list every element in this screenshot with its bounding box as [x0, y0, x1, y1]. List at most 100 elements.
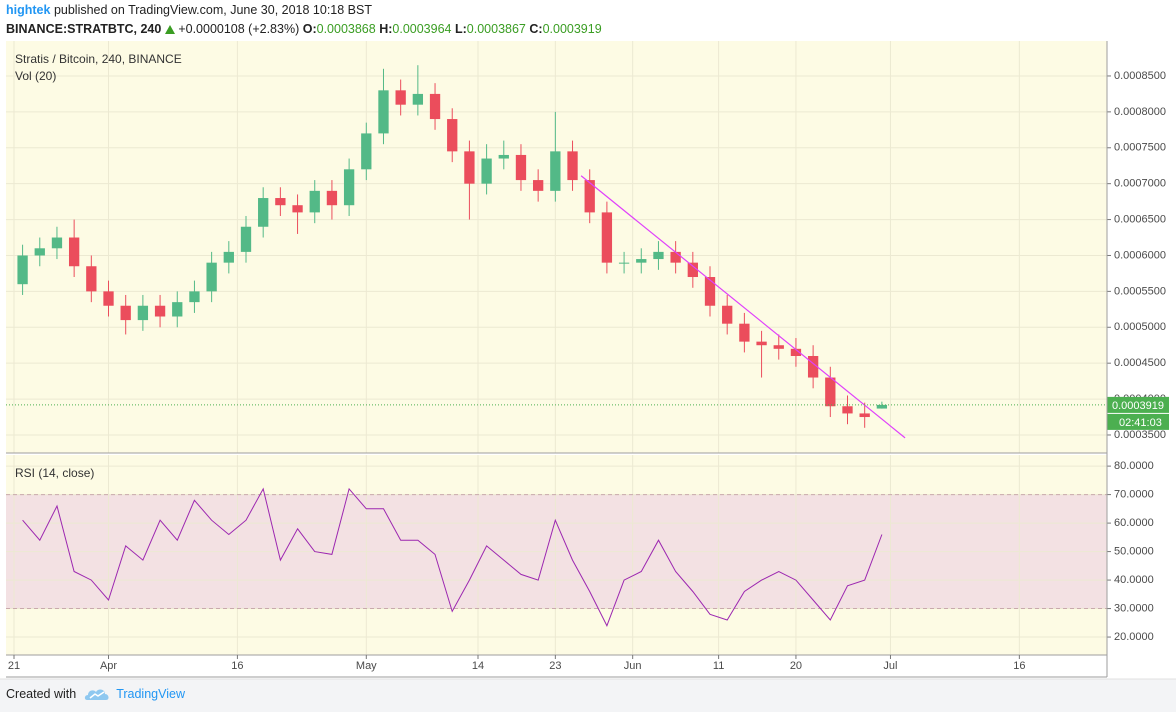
open-label: O: [302, 22, 317, 36]
candle-body [447, 119, 458, 152]
candle-body [687, 262, 698, 278]
countdown-label: 02:41:03 [1119, 417, 1162, 429]
candle-body [137, 305, 149, 321]
candle-body [86, 266, 97, 292]
candle-body [515, 154, 527, 181]
publish-line: hightek published on TradingView.com, Ju… [6, 3, 372, 17]
close-value: 0.0003919 [542, 22, 602, 36]
candle-body [464, 151, 475, 184]
candle-body [68, 237, 80, 267]
created-with: Created with [6, 687, 77, 701]
y-tick-label: 0.0007500 [1114, 142, 1166, 154]
candle-body [773, 345, 784, 349]
footer: Created with TradingView [6, 686, 185, 702]
candle-body [739, 323, 750, 342]
low-value: 0.0003867 [466, 22, 526, 36]
candle-body [34, 248, 45, 256]
high-label: H: [379, 22, 393, 36]
candle-body [361, 133, 372, 170]
x-tick-label: 16 [1013, 660, 1025, 672]
pane-background [6, 41, 1107, 453]
high-value: 0.0003964 [392, 22, 452, 36]
pane-title: Stratis / Bitcoin, 240, BINANCE [15, 52, 182, 66]
author[interactable]: hightek [6, 3, 51, 17]
candle-body [532, 180, 544, 191]
last-price-box [1107, 396, 1169, 413]
candle-body [704, 277, 716, 306]
y-tick-label: 0.0008000 [1114, 106, 1166, 118]
last-price-label: 0.0003919 [1112, 400, 1164, 412]
y-tick-label: 70.0000 [1114, 489, 1154, 501]
pane-title: RSI (14, close) [15, 466, 94, 480]
y-tick-label: 0.0007000 [1114, 178, 1166, 190]
y-tick-label: 0.0003500 [1114, 429, 1166, 441]
footer-background [0, 679, 1176, 712]
candle-body [429, 93, 441, 120]
y-tick-label: 0.0006500 [1114, 213, 1166, 225]
symbol: BINANCE:STRATBTC, 240 [6, 22, 162, 36]
candle-body [550, 151, 561, 191]
candle-body [567, 151, 578, 181]
candle-body [17, 255, 28, 285]
candle-body [653, 251, 664, 260]
candle-body [258, 198, 269, 227]
y-tick-label: 0.0006000 [1114, 249, 1166, 261]
trend-line [580, 175, 906, 439]
x-tick-label: 20 [790, 660, 802, 672]
countdown-box [1107, 413, 1169, 430]
legend-line: BINANCE:STRATBTC, 240 +0.0000108 (+2.83%… [6, 22, 602, 36]
candle-body [859, 413, 870, 418]
candle-body [120, 305, 131, 321]
candle-body [670, 251, 681, 263]
candle-body [395, 90, 406, 105]
rsi-line [22, 487, 883, 627]
candle-body [309, 190, 320, 213]
candle-body [842, 406, 853, 414]
x-tick-label: 21 [8, 660, 20, 672]
y-tick-label: 0.0005500 [1114, 285, 1166, 297]
logo [85, 689, 109, 700]
candle-body [636, 259, 647, 263]
candle-body [601, 212, 613, 263]
x-tick-label: Apr [100, 660, 117, 672]
candle-body [223, 251, 234, 263]
candle-body [240, 226, 252, 252]
candle-body [876, 404, 888, 409]
publish-info: published on TradingView.com, June 30, 2… [53, 3, 372, 17]
x-tick-label: Jul [883, 660, 897, 672]
y-tick-label: 80.0000 [1114, 460, 1154, 472]
candle-body [189, 291, 200, 303]
candle-body [722, 305, 733, 324]
candle-body [825, 377, 836, 407]
x-tick-label: 16 [231, 660, 243, 672]
y-tick-label: 50.0000 [1114, 545, 1154, 557]
candle-body [343, 169, 355, 206]
candle-body [378, 90, 389, 134]
candle-body [154, 305, 166, 317]
candle-body [756, 341, 767, 346]
candle-body [51, 237, 63, 249]
x-tick-label: Jun [624, 660, 642, 672]
candle-body [103, 291, 114, 306]
candle-body [481, 158, 492, 184]
x-tick-label: 14 [472, 660, 484, 672]
open-value: 0.0003868 [316, 22, 376, 36]
up-arrow [164, 25, 175, 35]
x-tick-label: 11 [713, 660, 724, 672]
y-tick-label: 60.0000 [1114, 517, 1154, 529]
candle-body [292, 205, 303, 213]
x-tick-label: May [356, 660, 377, 672]
candle-body [206, 262, 217, 292]
candle-body [498, 154, 509, 159]
candle-body [618, 262, 630, 264]
brand[interactable]: TradingView [116, 687, 185, 701]
low-label: L: [454, 22, 467, 36]
close-label: C: [529, 22, 543, 36]
candle-body [790, 348, 802, 356]
candle-body [172, 302, 183, 317]
change: +0.0000108 (+2.83%) [178, 22, 300, 36]
candle-body [412, 93, 424, 105]
y-tick-label: 20.0000 [1114, 631, 1154, 643]
